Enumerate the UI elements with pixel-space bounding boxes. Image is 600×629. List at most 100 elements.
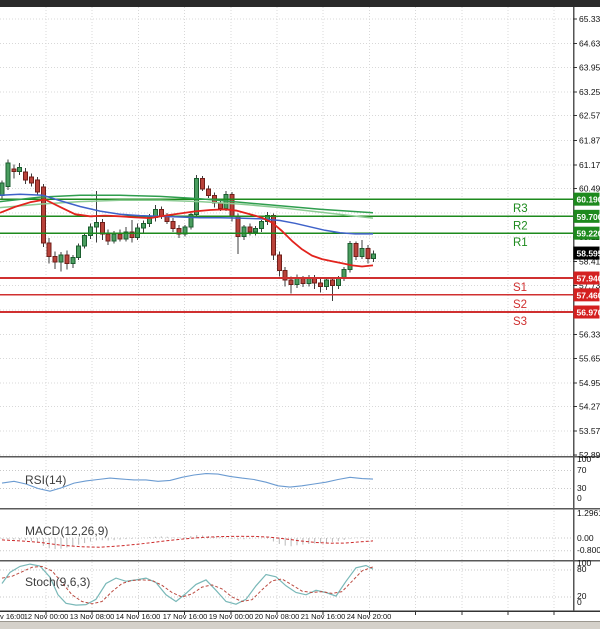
bullish-candle <box>70 257 76 265</box>
axis-price-box-r1-text: 59.220 <box>577 229 600 239</box>
level-label-r1: R1 <box>513 237 528 249</box>
bullish-candle <box>241 226 247 238</box>
axis-price-box-r1: 59.220 <box>573 226 600 240</box>
bearish-candle <box>300 278 306 285</box>
level-lines: R3 R2 R1 S1 S2 S3 <box>0 198 573 328</box>
stoch-scale-label: 80 <box>577 564 587 574</box>
bearish-candle <box>318 282 324 287</box>
ma-blue <box>0 193 373 235</box>
ma-green-slow-1 <box>0 194 374 214</box>
bearish-candle <box>34 179 40 193</box>
macd-scale-label: -0.8005 <box>577 545 600 555</box>
level-label-s2: S2 <box>513 299 527 311</box>
bullish-candle <box>123 231 129 240</box>
price-tick-label: 55.650 <box>579 353 600 363</box>
bearish-candle <box>117 233 123 240</box>
price-tick-label: 64.630 <box>579 39 600 49</box>
moving-averages <box>0 193 374 268</box>
bullish-candle <box>324 279 329 287</box>
bearish-candle <box>99 222 105 235</box>
bearish-candle <box>40 186 46 244</box>
bearish-candle <box>46 242 52 258</box>
price-tick-label: 63.950 <box>579 62 600 72</box>
price-tick-label: 54.270 <box>579 402 600 412</box>
axis-price-box-r1-bg <box>573 226 600 240</box>
axis-price-box-r2-text: 59.700 <box>577 212 600 222</box>
axis-price-box-r3: 60.190 <box>573 192 600 206</box>
time-label: 20 Nov 08:00 <box>255 612 300 621</box>
time-label: 21 Nov 16:00 <box>301 612 346 621</box>
bearish-candle <box>365 248 371 259</box>
macd-indicator-label: MACD(12,26,9) <box>25 524 109 538</box>
ma-red <box>0 198 374 268</box>
bullish-candle <box>371 253 377 259</box>
bullish-candle <box>88 226 93 237</box>
price-tick-label: 52.890 <box>579 450 600 460</box>
bullish-candle <box>93 222 99 228</box>
rsi-scale-label: 30 <box>577 483 587 493</box>
time-label: 19 Nov 00:00 <box>209 612 254 621</box>
window-bottom-strip <box>0 621 600 629</box>
price-tick-label: 58.410 <box>579 257 600 267</box>
stoch-k-line <box>1 563 374 606</box>
bearish-candle <box>353 243 359 258</box>
bullish-candle <box>111 233 117 242</box>
bearish-candle <box>288 279 294 286</box>
bearish-candle <box>329 279 335 287</box>
stoch-scale-label: 0 <box>577 597 582 607</box>
bullish-candle <box>341 269 347 279</box>
axis-price-box-s3: 56.970 <box>573 305 600 319</box>
rsi-scale-label: 100 <box>577 454 591 464</box>
level-label-s1: S1 <box>513 282 527 294</box>
axis-price-box-s2-text: 57.460 <box>577 290 600 300</box>
macd-panel: 1.2961 0.00 -0.8005 <box>0 508 600 555</box>
price-axis: 65.330 64.630 63.950 63.250 62.570 61.870 61.1… <box>573 14 600 460</box>
bearish-candle <box>200 177 206 190</box>
time-label: v 16:00 <box>0 612 25 621</box>
axis-price-box-s1-text: 57.940 <box>577 274 600 284</box>
stoch-indicator-label: Stoch(9,6,3) <box>25 575 91 589</box>
rsi-scale-label: 0 <box>577 493 582 503</box>
axis-price-box-s1: 57.940 <box>573 271 600 285</box>
axis-price-box-s2: 57.460 <box>573 288 600 302</box>
rsi-scale-label: 70 <box>577 465 587 475</box>
macd-signal-line <box>1 535 374 548</box>
axis-price-box-s1-bg <box>573 271 600 285</box>
bearish-candle <box>217 202 223 210</box>
bearish-candle <box>276 254 282 272</box>
bearish-candle <box>247 226 253 233</box>
axis-price-box-r2-bg <box>573 209 600 223</box>
ma-green-slow-2 <box>0 199 374 219</box>
bearish-candle <box>29 176 34 184</box>
axis-price-box-s3-text: 56.970 <box>577 308 600 318</box>
bullish-candle <box>294 278 300 286</box>
bearish-candle <box>229 194 235 217</box>
price-tick-label: 65.330 <box>579 14 600 24</box>
bullish-candle <box>141 222 147 229</box>
price-tick-label: 53.570 <box>579 426 600 436</box>
time-label: 12 Nov 00:00 <box>24 612 69 621</box>
price-tick-label: 56.330 <box>579 329 600 339</box>
macd-scale-label: 1.2961 <box>577 508 600 518</box>
bullish-candle <box>5 162 11 188</box>
axis-price-box-s2-bg <box>573 288 600 302</box>
bullish-candle <box>188 214 194 228</box>
level-label-r2: R2 <box>513 220 528 232</box>
bearish-candle <box>52 256 58 263</box>
level-label-r3: R3 <box>513 203 528 215</box>
bearish-candle <box>129 231 135 238</box>
bearish-candle <box>23 171 29 181</box>
price-tick-label: 63.250 <box>579 87 600 97</box>
axis-current-price-box-text: 58.595 <box>577 249 600 259</box>
bullish-candle <box>194 177 200 216</box>
bullish-candle <box>253 228 259 233</box>
price-tick-label: 54.950 <box>579 378 600 388</box>
bearish-candle <box>270 215 276 256</box>
bullish-candle <box>0 182 5 196</box>
bullish-candle <box>359 248 365 258</box>
stoch-scale-label: 100 <box>577 558 591 568</box>
bullish-candle <box>17 166 23 172</box>
